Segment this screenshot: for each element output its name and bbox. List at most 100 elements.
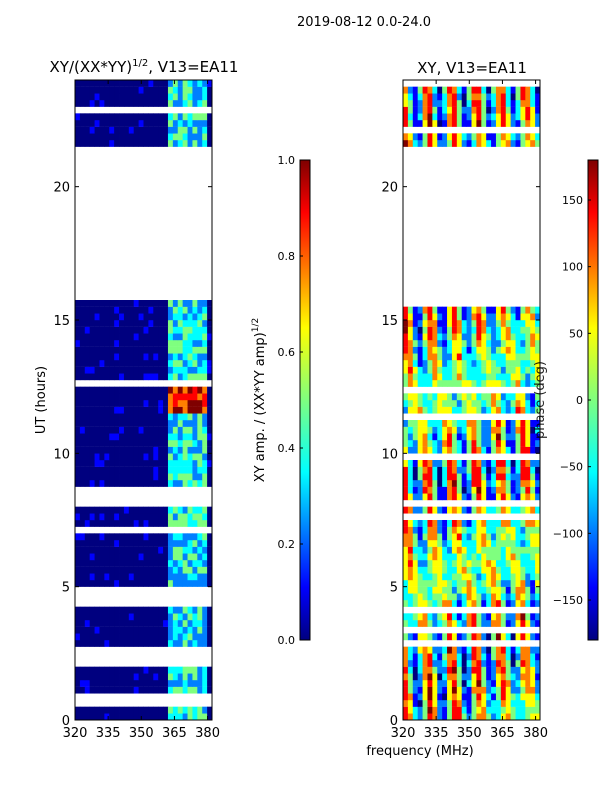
heatmap-cell xyxy=(451,433,458,441)
heatmap-cell xyxy=(197,313,203,321)
heatmap-cell xyxy=(123,433,130,441)
colorbar-tick-label: 0 xyxy=(576,394,583,407)
heatmap-cell xyxy=(89,433,95,441)
heatmap-cell xyxy=(427,633,433,641)
heatmap-cell xyxy=(466,600,472,607)
heatmap-cell xyxy=(153,706,159,714)
heatmap-cell xyxy=(520,680,526,687)
heatmap-cell xyxy=(119,613,125,621)
heatmap-cell xyxy=(99,326,105,334)
heatmap-cell xyxy=(167,626,174,634)
heatmap-cell xyxy=(412,320,419,327)
heatmap-cell xyxy=(442,433,448,441)
heatmap-cell xyxy=(148,346,154,354)
heatmap-cell xyxy=(491,686,497,694)
heatmap-cell xyxy=(94,353,100,361)
heatmap-cell xyxy=(520,686,526,694)
y-tick-label: 20 xyxy=(53,181,70,196)
heatmap-cell xyxy=(148,440,154,447)
heatmap-cell xyxy=(143,673,149,681)
heatmap-cell xyxy=(158,633,164,641)
heatmap-cell xyxy=(520,593,526,601)
heatmap-cell xyxy=(94,520,100,527)
heatmap-cell xyxy=(520,433,526,441)
heatmap-cell xyxy=(476,526,482,534)
heatmap-cell xyxy=(75,426,81,434)
heatmap-cell xyxy=(437,393,443,401)
heatmap-cell xyxy=(158,706,164,714)
heatmap-cell xyxy=(505,100,512,107)
heatmap-cell xyxy=(407,533,414,541)
y-tick-label: 10 xyxy=(53,447,70,462)
heatmap-cell xyxy=(486,326,492,334)
heatmap-cell xyxy=(476,460,482,467)
heatmap-cell xyxy=(535,406,540,414)
heatmap-cell xyxy=(114,520,120,527)
heatmap-cell xyxy=(202,713,208,720)
heatmap-cell xyxy=(520,520,526,527)
heatmap-cell xyxy=(84,680,91,687)
heatmap-cell xyxy=(442,666,448,674)
heatmap-cell xyxy=(407,486,414,494)
heatmap-cell xyxy=(505,466,512,474)
heatmap-cell xyxy=(143,326,149,334)
heatmap-cell xyxy=(530,400,536,407)
heatmap-cell xyxy=(192,93,198,101)
heatmap-cell xyxy=(84,133,91,141)
heatmap-cell xyxy=(530,140,536,147)
heatmap-cell xyxy=(520,560,526,567)
heatmap-cell xyxy=(79,620,86,627)
heatmap-cell xyxy=(481,326,487,334)
heatmap-cell xyxy=(79,553,86,561)
heatmap-cell xyxy=(163,533,169,541)
y-tick-label: 20 xyxy=(381,181,398,196)
heatmap-cell xyxy=(133,140,139,147)
heatmap-cell xyxy=(128,133,135,141)
heatmap-cell xyxy=(187,673,193,681)
x-tick-label: 320 xyxy=(391,726,416,741)
heatmap-cell xyxy=(417,346,423,354)
heatmap-cell xyxy=(471,393,477,401)
heatmap-cell xyxy=(466,486,472,494)
heatmap-cell xyxy=(79,566,86,574)
heatmap-cell xyxy=(422,120,428,127)
heatmap-cell xyxy=(437,400,443,407)
heatmap-cell xyxy=(451,333,458,341)
heatmap-cell xyxy=(530,326,536,334)
heatmap-cell xyxy=(84,480,91,487)
heatmap-cell xyxy=(515,106,521,114)
heatmap-cell xyxy=(486,506,492,514)
heatmap-cell xyxy=(79,666,86,674)
heatmap-cell xyxy=(442,680,448,687)
heatmap-cell xyxy=(153,306,159,314)
heatmap-cell xyxy=(153,480,159,487)
heatmap-cell xyxy=(491,100,497,107)
heatmap-cell xyxy=(481,646,487,654)
heatmap-cell xyxy=(167,100,174,107)
heatmap-cell xyxy=(510,93,516,101)
x-tick-label: 335 xyxy=(424,726,449,741)
heatmap-cell xyxy=(133,306,139,314)
heatmap-cell xyxy=(491,540,497,547)
heatmap-cell xyxy=(407,546,414,554)
heatmap-cell xyxy=(412,406,419,414)
heatmap-cell xyxy=(495,406,502,414)
heatmap-cell xyxy=(128,686,135,694)
heatmap-cell xyxy=(99,433,105,441)
heatmap-cell xyxy=(153,580,159,587)
heatmap-cell xyxy=(535,340,540,347)
heatmap-cell xyxy=(192,406,198,414)
heatmap-cell xyxy=(163,140,169,147)
heatmap-cell xyxy=(476,426,482,434)
heatmap-cell xyxy=(412,400,419,407)
heatmap-cell xyxy=(461,86,467,94)
heatmap-cell xyxy=(451,93,458,101)
heatmap-cell xyxy=(163,433,169,441)
heatmap-cell xyxy=(407,420,414,427)
heatmap-cell xyxy=(520,660,526,667)
heatmap-cell xyxy=(104,620,110,627)
heatmap-cell xyxy=(500,540,507,547)
heatmap-cell xyxy=(138,613,144,621)
heatmap-cell xyxy=(84,386,91,394)
heatmap-cell xyxy=(89,446,95,454)
